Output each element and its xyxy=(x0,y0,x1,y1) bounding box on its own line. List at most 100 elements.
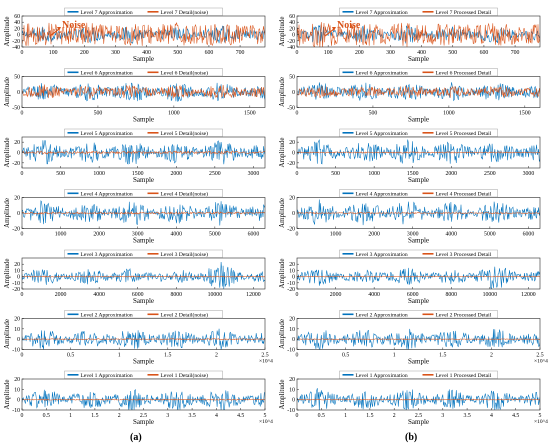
y-tick-label: -20 xyxy=(287,161,295,167)
x-tick-label: 0 xyxy=(296,413,299,419)
x-tick-label: 12000 xyxy=(246,292,261,298)
legend-entry: Level 5 Processed Detail xyxy=(436,131,492,137)
approximation-series-line xyxy=(22,328,265,350)
legend-box xyxy=(64,370,223,379)
x-tick-label: 2000 xyxy=(55,292,67,298)
y-tick-label: 0 xyxy=(292,337,295,343)
annotation-arrow xyxy=(49,28,60,37)
x-tick-label: 0 xyxy=(21,292,24,298)
x-tick-label: 100 xyxy=(49,50,58,56)
y-tick-label: 20 xyxy=(289,140,295,146)
y-tick-label: 20 xyxy=(14,377,20,383)
x-tick-label: 3000 xyxy=(407,232,419,238)
legend-entry: Level 2 Approximation xyxy=(356,312,408,318)
x-tick-label: 6000 xyxy=(132,292,144,298)
y-axis-label: Amplitude xyxy=(278,259,286,289)
y-tick-label: 20 xyxy=(14,196,20,202)
legend-entry: Level 2 Processed Detail xyxy=(436,312,492,318)
annotation-arrowhead xyxy=(57,27,61,31)
x-tick-label: 1.5 xyxy=(91,413,98,419)
panel-label-b: (b) xyxy=(405,432,418,443)
x-tick-label: 500 xyxy=(369,111,378,117)
x-tick-label: 5 xyxy=(539,413,542,419)
approximation-series-line xyxy=(297,139,540,165)
legend-entry: Level 4 Approximation xyxy=(81,191,133,197)
annotation-text: Noise xyxy=(337,20,361,31)
y-tick-label: -10 xyxy=(12,281,20,287)
x-tick-label: 1 xyxy=(69,413,72,419)
legend-entry: Level 1 Approximation xyxy=(81,373,133,379)
axes-box xyxy=(296,15,541,48)
x-tick-label: 12000 xyxy=(521,292,536,298)
legend-entry: Level 7 Processed Detail xyxy=(436,10,492,16)
y-tick-label: 0 xyxy=(17,90,20,96)
x-tick-label: 1000 xyxy=(443,111,455,117)
detail-series-line xyxy=(22,398,265,401)
legend-box xyxy=(64,68,223,77)
x-axis-label: Sample xyxy=(408,358,429,366)
x-tick-label: 1.5 xyxy=(439,353,446,359)
x-tick-label: 0 xyxy=(296,171,299,177)
x-axis-label: Sample xyxy=(133,237,154,245)
x-tick-label: 8000 xyxy=(445,292,457,298)
y-tick-label: 50 xyxy=(14,75,20,81)
x-tick-label: 1000 xyxy=(330,232,342,238)
x-axis-label: Sample xyxy=(133,358,154,366)
approximation-series-line xyxy=(297,199,540,226)
x-tick-label: 2.5 xyxy=(140,413,147,419)
y-axis-label: Amplitude xyxy=(278,319,286,349)
y-tick-label: 10 xyxy=(289,268,295,274)
x-tick-label: 600 xyxy=(205,50,214,56)
x-tick-label: 8000 xyxy=(170,292,182,298)
x-tick-label: 400 xyxy=(142,50,151,56)
x-tick-label: 1000 xyxy=(168,111,180,117)
x-tick-label: 1000 xyxy=(93,171,105,177)
x-tick-label: 3 xyxy=(166,413,169,419)
approximation-series-line xyxy=(22,25,265,44)
x-tick-label: 0 xyxy=(296,353,299,359)
x-tick-label: 200 xyxy=(80,50,89,56)
legend-entry: Level 7 Approximation xyxy=(81,10,133,16)
y-tick-label: 60 xyxy=(289,14,295,20)
x-tick-label: 4.5 xyxy=(237,413,244,419)
x-tick-label: 0.5 xyxy=(318,413,325,419)
axes-box xyxy=(296,318,541,350)
x-tick-label: 0 xyxy=(21,171,24,177)
x-tick-label: 1500 xyxy=(519,111,531,117)
legend-box xyxy=(339,310,498,319)
detail-series-line xyxy=(297,85,540,98)
x-tick-label: 1500 xyxy=(132,171,144,177)
legend-box xyxy=(64,249,223,258)
x-tick-label: 2000 xyxy=(445,171,457,177)
y-tick-label: -10 xyxy=(12,348,20,354)
approximation-series-line xyxy=(22,82,265,102)
x-tick-label: 2500 xyxy=(484,171,496,177)
x-tick-label: 6000 xyxy=(248,232,260,238)
x-tick-label: 500 xyxy=(448,50,457,56)
y-tick-label: 10 xyxy=(14,387,20,393)
y-axis-label: Amplitude xyxy=(3,77,11,107)
legend-entry: Level 1 Approximation xyxy=(356,373,408,379)
x-tick-label: 500 xyxy=(173,50,182,56)
y-tick-label: 20 xyxy=(289,26,295,32)
y-tick-label: 10 xyxy=(14,327,20,333)
legend-entry: Level 2 Approximation xyxy=(81,312,133,318)
x-axis-label: Sample xyxy=(133,418,154,426)
x-tick-label: 10000 xyxy=(208,292,223,298)
y-axis-label: Amplitude xyxy=(3,17,11,47)
axes-box xyxy=(296,257,541,290)
x-tick-label: 700 xyxy=(511,50,520,56)
y-axis-label: Amplitude xyxy=(3,259,11,289)
x-multiplier-label: ×10^4 xyxy=(534,419,548,425)
y-tick-label: 10 xyxy=(289,327,295,333)
x-axis-label: Sample xyxy=(133,297,154,305)
x-tick-label: 0 xyxy=(21,353,24,359)
legend-entry: Level 3 Detail(noise) xyxy=(161,251,209,258)
y-tick-label: -10 xyxy=(287,281,295,287)
x-axis-label: Sample xyxy=(133,116,154,124)
x-tick-label: 6000 xyxy=(523,232,535,238)
detail-series-line xyxy=(297,151,540,154)
